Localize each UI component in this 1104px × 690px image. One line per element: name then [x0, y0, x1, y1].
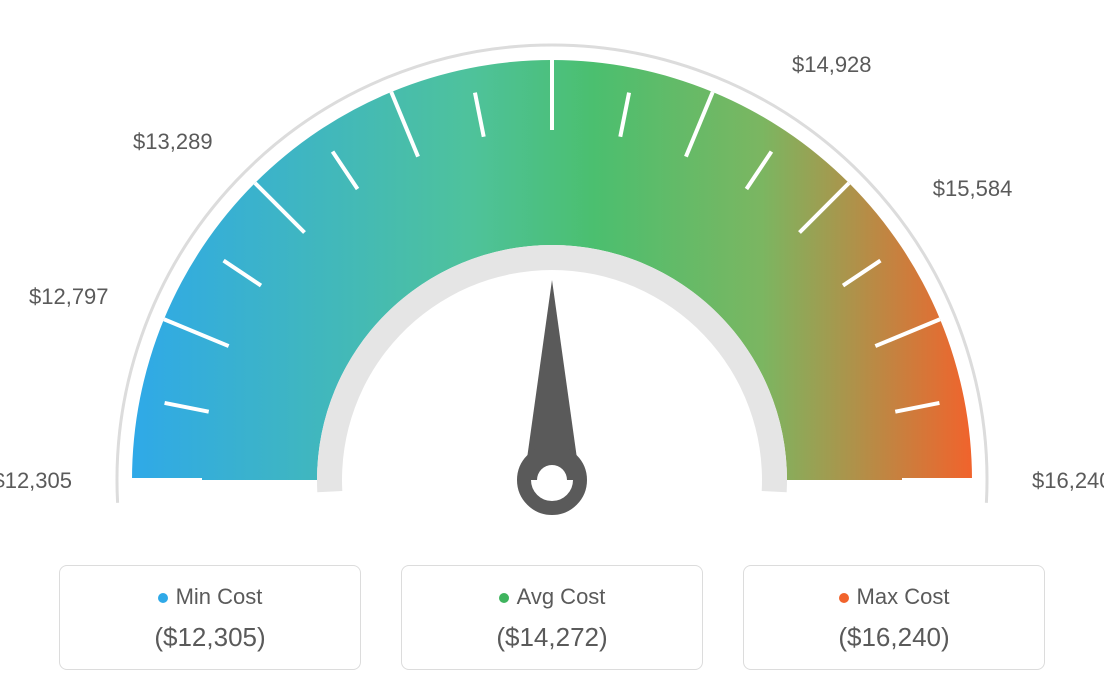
legend-value-max: ($16,240) — [744, 622, 1044, 653]
gauge-scale-label: $15,584 — [933, 176, 1023, 202]
gauge-scale-label: $12,797 — [19, 284, 109, 310]
gauge-scale-label: $16,240 — [1032, 468, 1104, 494]
gauge-chart: $12,305$12,797$13,289$14,272$14,928$15,5… — [0, 0, 1104, 540]
legend-card-min: Min Cost ($12,305) — [59, 565, 361, 670]
gauge-scale-label: $14,928 — [792, 52, 882, 78]
cost-gauge-container: $12,305$12,797$13,289$14,272$14,928$15,5… — [0, 0, 1104, 690]
legend-title-avg: Avg Cost — [402, 584, 702, 610]
legend-card-max: Max Cost ($16,240) — [743, 565, 1045, 670]
legend-card-avg: Avg Cost ($14,272) — [401, 565, 703, 670]
gauge-svg — [0, 0, 1104, 540]
legend-title-min: Min Cost — [60, 584, 360, 610]
dot-icon — [158, 593, 168, 603]
legend-title-text: Min Cost — [176, 584, 263, 609]
legend-title-max: Max Cost — [744, 584, 1044, 610]
legend-value-avg: ($14,272) — [402, 622, 702, 653]
legend-title-text: Avg Cost — [517, 584, 606, 609]
gauge-scale-label: $12,305 — [0, 468, 72, 494]
legend-title-text: Max Cost — [857, 584, 950, 609]
dot-icon — [839, 593, 849, 603]
dot-icon — [499, 593, 509, 603]
gauge-scale-label: $13,289 — [123, 129, 213, 155]
legend-value-min: ($12,305) — [60, 622, 360, 653]
legend-row: Min Cost ($12,305) Avg Cost ($14,272) Ma… — [0, 565, 1104, 670]
